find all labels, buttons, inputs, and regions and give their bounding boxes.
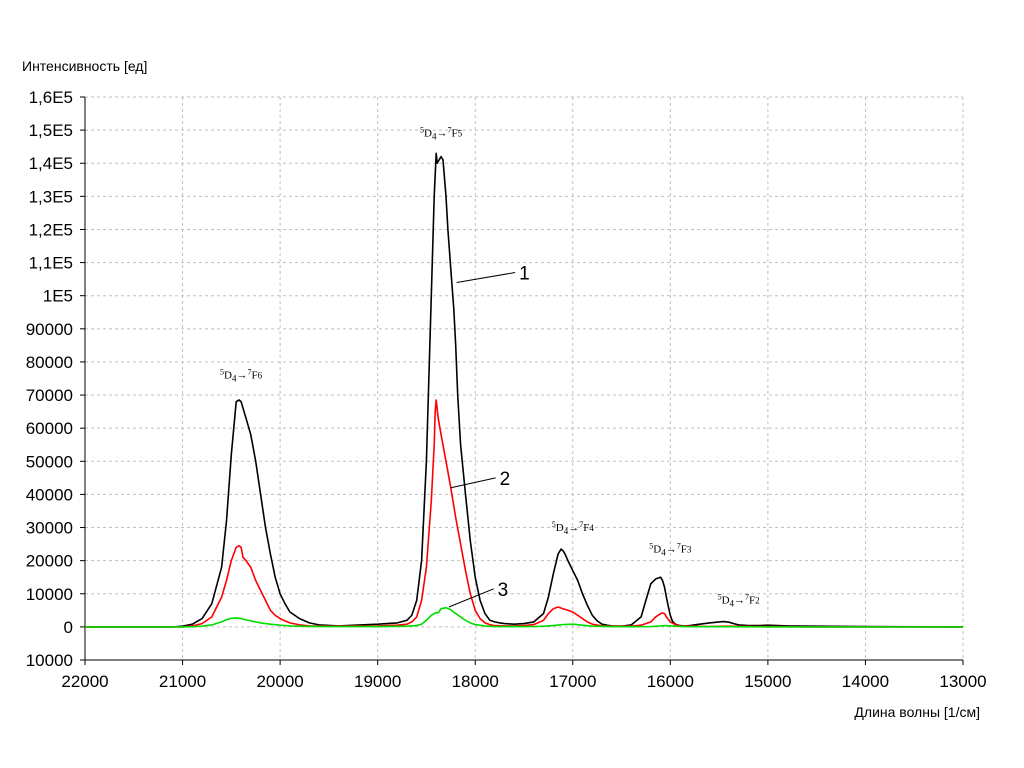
series-lines: [85, 152, 964, 628]
series-line-1: [85, 152, 964, 628]
transition-label: 5D4→7F3: [649, 541, 692, 557]
grid-lines: [85, 96, 964, 660]
curve-label: 1: [519, 264, 530, 285]
x-tick-label: 21000: [159, 672, 206, 691]
series-line-2: [85, 399, 963, 628]
x-tick-label: 20000: [256, 672, 303, 691]
y-tick-label: 40000: [26, 485, 73, 504]
curve-label: 2: [500, 469, 511, 490]
y-tick-labels: 10000 0 10000 20000 30000 40000 50000 60000 7000…: [26, 88, 73, 670]
x-tick-label: 19000: [354, 672, 401, 691]
transition-label: 5D4→7F5: [420, 126, 463, 142]
x-tick-label: 18000: [452, 672, 499, 691]
y-tick-label: 30000: [26, 519, 73, 538]
x-tick-label: 14000: [842, 672, 889, 691]
curve-labels: 1 2 3: [448, 264, 530, 608]
x-tick-label: 22000: [61, 672, 108, 691]
axes: [80, 96, 964, 665]
y-tick-label: 1,4E5: [29, 154, 73, 173]
curve-label-leader: [448, 588, 494, 608]
y-tick-label: 80000: [26, 353, 73, 372]
series-line-3: [85, 606, 963, 628]
transition-label: 5D4→7F2: [718, 593, 760, 609]
curve-label: 3: [498, 580, 509, 601]
x-tick-label: 17000: [549, 672, 596, 691]
y-tick-label: 1,5E5: [29, 121, 73, 140]
transition-label: 5D4→7F6: [220, 368, 263, 384]
y-tick-label: 70000: [26, 386, 73, 405]
y-tick-label: 1,2E5: [29, 220, 73, 239]
y-tick-label: 1,3E5: [29, 187, 73, 206]
y-tick-label: 10000: [26, 651, 73, 670]
y-tick-label: 1E5: [43, 287, 73, 306]
y-tick-label: 0: [64, 618, 73, 637]
y-tick-label: 50000: [26, 452, 73, 471]
curve-label-leader: [450, 477, 496, 489]
y-tick-label: 10000: [26, 585, 73, 604]
x-tick-label: 16000: [647, 672, 694, 691]
x-tick-labels: 22000 21000 20000 19000 18000 17000 16000 15000…: [61, 672, 986, 691]
x-axis-title: Длина волны [1/см]: [854, 704, 980, 720]
y-tick-label: 20000: [26, 552, 73, 571]
x-tick-label: 13000: [939, 672, 986, 691]
y-tick-label: 60000: [26, 419, 73, 438]
curve-label-leader: [456, 272, 516, 283]
y-tick-label: 1,6E5: [29, 88, 73, 107]
x-tick-label: 15000: [744, 672, 791, 691]
y-tick-label: 90000: [26, 320, 73, 339]
transition-label: 5D4→7F4: [552, 520, 595, 536]
transition-annotations: 5D4→7F6 5D4→7F5 5D4→7F4 5D4→7F3 5D4→7F2: [220, 126, 760, 609]
y-tick-label: 1,1E5: [29, 254, 73, 273]
y-axis-title: Интенсивность [ед]: [22, 58, 147, 74]
